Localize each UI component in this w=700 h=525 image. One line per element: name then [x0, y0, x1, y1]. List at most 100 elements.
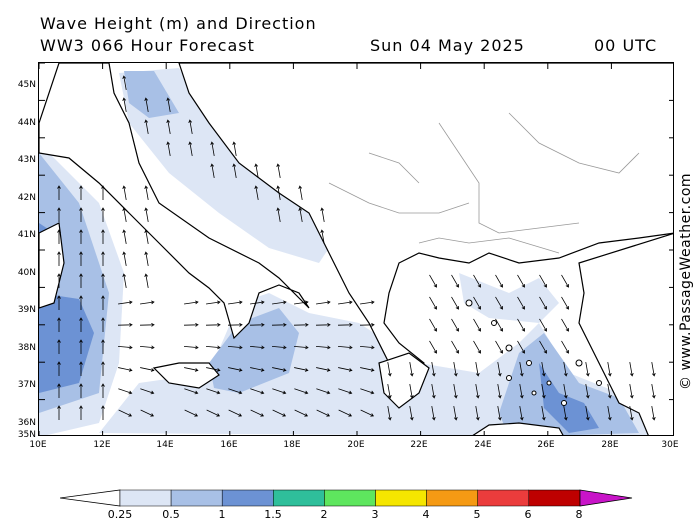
- wave-direction-arrow: [451, 340, 459, 354]
- wave-direction-arrow: [451, 296, 459, 310]
- legend-label: 6: [524, 508, 532, 521]
- wave-direction-arrow: [431, 362, 436, 377]
- wave-direction-arrow: [316, 388, 331, 395]
- wave-direction-arrow: [475, 362, 480, 377]
- forecast-time: 00 UTC: [594, 36, 658, 55]
- lon-label: 18E: [283, 440, 301, 450]
- lat-label: 44N: [17, 118, 36, 128]
- wave-direction-arrow: [429, 274, 437, 288]
- lat-label: 39N: [17, 305, 36, 315]
- wave-direction-arrow: [228, 388, 243, 395]
- wave-direction-arrow: [431, 384, 436, 399]
- wave-direction-arrow: [101, 339, 105, 354]
- borders: [328, 112, 640, 254]
- lon-label: 30E: [661, 440, 679, 450]
- forecast-subtitle: WW3 066 Hour Forecast: [40, 36, 255, 55]
- wave-direction-arrow: [271, 345, 287, 350]
- wave-direction-arrow: [183, 322, 199, 327]
- wave-direction-arrow: [320, 229, 325, 244]
- lon-label: 28E: [601, 440, 619, 450]
- wave-direction-arrow: [272, 367, 287, 372]
- wave-direction-arrow: [359, 345, 375, 350]
- wave-direction-arrow: [144, 229, 149, 244]
- wave-direction-arrow: [166, 141, 171, 156]
- wave-direction-arrow: [272, 409, 287, 417]
- wave-direction-arrow: [473, 274, 481, 288]
- wave-direction-arrow: [271, 322, 287, 327]
- wave-direction-arrow: [451, 274, 459, 288]
- legend-arrow-high: [579, 489, 633, 507]
- wave-direction-arrow: [140, 367, 155, 372]
- wave-direction-arrow: [431, 406, 436, 421]
- wave-direction-arrow: [409, 362, 414, 377]
- wave-direction-arrow: [206, 409, 221, 417]
- wave-direction-arrow: [210, 141, 215, 156]
- wave-direction-arrow: [101, 295, 105, 310]
- lat-label: 35N: [17, 430, 36, 440]
- wave-direction-arrow: [188, 141, 193, 156]
- wave-direction-arrow: [409, 384, 414, 399]
- wave-direction-arrow: [429, 296, 437, 310]
- legend-label: 4: [422, 508, 430, 521]
- wave-direction-arrow: [206, 300, 221, 305]
- wave-direction-arrow: [495, 340, 503, 354]
- wave-direction-arrow: [249, 322, 265, 327]
- italy: [39, 63, 310, 340]
- wave-direction-arrow: [585, 362, 590, 377]
- wave-direction-arrow: [495, 296, 503, 310]
- wave-direction-arrow: [387, 406, 392, 421]
- wave-direction-arrow: [210, 163, 215, 178]
- wave-direction-arrow: [651, 384, 656, 399]
- wave-direction-arrow: [101, 251, 105, 266]
- wave-direction-arrow: [206, 388, 221, 395]
- wave-direction-arrow: [122, 75, 127, 90]
- wave-direction-arrow: [651, 362, 656, 377]
- wave-direction-arrow: [316, 409, 331, 417]
- forecast-date: Sun 04 May 2025: [370, 36, 525, 55]
- wave-direction-arrow: [79, 383, 83, 398]
- wave-direction-arrow: [360, 300, 375, 305]
- wave-direction-arrow: [541, 406, 546, 421]
- legend-swatch: [477, 489, 530, 507]
- wave-direction-arrow: [79, 317, 83, 332]
- legend-swatch: [273, 489, 325, 507]
- wave-direction-arrow: [294, 409, 309, 417]
- wave-direction-arrow: [541, 384, 546, 399]
- wave-direction-arrow: [250, 300, 265, 305]
- legend-arrow-low: [60, 489, 121, 507]
- turkey: [578, 232, 673, 435]
- wave-direction-arrow: [101, 207, 105, 222]
- wave-direction-arrow: [57, 207, 61, 222]
- wave-direction-arrow: [519, 406, 524, 421]
- wave-direction-arrow: [276, 207, 281, 222]
- legend-swatch: [221, 489, 274, 507]
- wave-direction-arrow: [475, 384, 480, 399]
- wave-direction-arrow: [495, 318, 503, 332]
- wave-direction-arrow: [294, 367, 309, 372]
- wave-direction-arrow: [101, 317, 105, 332]
- wave-direction-arrow: [79, 339, 83, 354]
- wave-direction-arrow: [79, 229, 83, 244]
- wave-direction-arrow: [79, 361, 83, 376]
- legend-label: 0.25: [107, 508, 133, 521]
- wave-direction-arrow: [316, 300, 331, 305]
- map-title: Wave Height (m) and Direction: [40, 14, 317, 33]
- wave-direction-arrow: [517, 318, 525, 332]
- wave-direction-arrow: [227, 322, 243, 327]
- wave-direction-arrow: [651, 406, 656, 421]
- wave-direction-arrow: [451, 318, 459, 332]
- wave-direction-arrow: [117, 345, 133, 350]
- legend-swatch: [170, 489, 223, 507]
- wave-direction-arrow: [338, 409, 353, 417]
- wave-direction-arrow: [118, 388, 133, 395]
- wave-direction-arrow: [519, 362, 524, 377]
- wave-direction-arrow: [57, 185, 61, 200]
- legend-label: 8: [575, 508, 583, 521]
- color-legend: [60, 489, 633, 507]
- wave-direction-arrow: [139, 322, 155, 327]
- wave-direction-arrow: [473, 318, 481, 332]
- lon-label: 22E: [410, 440, 428, 450]
- legend-label: 3: [371, 508, 379, 521]
- wave-direction-arrow: [338, 388, 353, 395]
- wave-direction-arrow: [517, 296, 525, 310]
